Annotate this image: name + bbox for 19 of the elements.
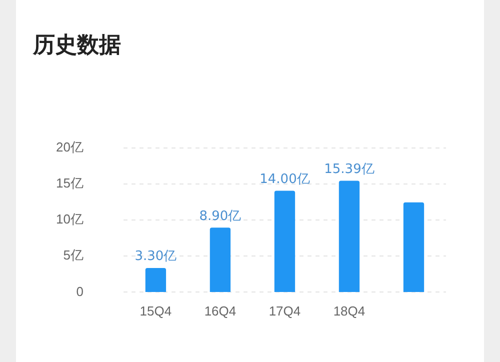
y-tick-label: 10亿 <box>56 212 84 227</box>
data-label: 3.30亿 <box>134 249 177 264</box>
y-tick-label: 5亿 <box>63 248 84 263</box>
data-label: 8.90亿 <box>199 208 242 224</box>
bar <box>145 268 166 292</box>
chart-title: 历史数据 <box>33 32 121 60</box>
bar <box>338 180 360 292</box>
bar <box>210 228 231 292</box>
bar <box>274 190 296 292</box>
bar <box>403 202 424 292</box>
x-tick-label: 16Q4 <box>204 304 236 319</box>
y-tick-label: 15亿 <box>56 175 84 190</box>
data-label: 15.39亿 <box>324 162 374 177</box>
y-tick-label: 20亿 <box>56 139 84 154</box>
y-tick-label: 0 <box>76 284 84 299</box>
x-tick-label: 18Q4 <box>333 304 366 319</box>
data-label: 14.00亿 <box>260 172 310 187</box>
x-tick-label: 15Q4 <box>140 304 172 319</box>
x-tick-label: 17Q4 <box>268 304 301 319</box>
